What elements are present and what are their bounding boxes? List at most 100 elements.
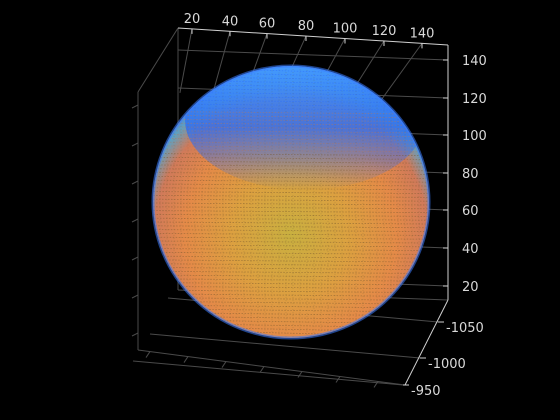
sphere-point-row	[208, 92, 374, 96]
sphere-point-row	[163, 149, 419, 153]
x-tick-label: 60	[259, 17, 276, 32]
sphere-point-row	[168, 263, 414, 267]
x-tick-label: 80	[298, 19, 315, 34]
floor-tick-mark	[297, 371, 303, 378]
sphere-point-row	[178, 122, 404, 126]
sphere-point-row	[153, 195, 429, 198]
sphere-latitude-lines	[153, 66, 429, 338]
y-grid-line	[149, 333, 421, 359]
sphere-point-row	[166, 259, 416, 263]
sphere-point-row	[167, 141, 415, 145]
x-tick-label: 140	[410, 26, 435, 41]
x-tick-label: 120	[372, 24, 397, 39]
sphere-point-row	[186, 290, 396, 293]
floor-tick-mark	[373, 381, 379, 388]
x-grid-line	[179, 28, 193, 93]
sphere-point-row	[153, 187, 429, 191]
sphere-point-row	[155, 229, 427, 232]
x-axis-line-top	[177, 27, 449, 46]
sphere-point-row	[153, 202, 429, 206]
sphere-point-row	[158, 240, 424, 244]
sphere-point-row	[153, 206, 429, 210]
side-tick-mark	[131, 218, 139, 223]
sphere-point-row	[193, 297, 389, 301]
z-tick-label: 120	[462, 92, 487, 107]
sphere-point-cloud	[151, 64, 431, 340]
sphere-point-row	[158, 164, 424, 168]
sphere-point-row	[197, 301, 385, 305]
sphere-point-row	[175, 126, 407, 130]
sphere-point-row	[182, 286, 400, 289]
x-tick-label: 100	[333, 22, 358, 37]
sphere-point-row	[154, 183, 428, 187]
sphere-point-row	[181, 119, 401, 122]
sphere-point-row	[172, 271, 410, 274]
sphere-point-row	[211, 312, 371, 316]
floor-tick-mark	[259, 366, 265, 373]
x-tick-labels: 20 40 60 80 100 120 140	[184, 12, 435, 49]
side-top-edge	[137, 27, 179, 93]
sphere-point-row	[195, 103, 387, 107]
floor-tick-mark	[145, 351, 151, 358]
side-tick-mark	[131, 142, 139, 147]
sphere-point-row	[257, 69, 325, 73]
sphere-point-row	[154, 179, 428, 183]
sphere-point-row	[159, 160, 423, 164]
z-tick-label: 140	[462, 54, 487, 69]
sphere-rim	[151, 64, 431, 340]
sphere-point-row	[191, 107, 391, 111]
z-grid-line	[177, 49, 449, 61]
x-grid-line	[375, 43, 423, 108]
sphere-point-row	[184, 115, 398, 118]
sphere-point-row	[240, 328, 342, 331]
x-tick-label: 40	[222, 14, 239, 29]
sphere-point-row	[160, 157, 422, 160]
x-grid-line	[211, 31, 231, 96]
sphere-point-row	[227, 81, 355, 84]
z-tick-label: 100	[462, 129, 487, 144]
z-tick-label: 40	[462, 242, 479, 257]
x-tick-label: 20	[184, 12, 201, 27]
sphere-point-row	[235, 77, 347, 80]
sphere-point-row	[171, 134, 411, 137]
sphere-point-row	[162, 252, 420, 255]
floor-front-edge	[137, 349, 406, 386]
sphere-point-row	[157, 236, 425, 240]
sphere-point-row	[189, 293, 393, 297]
sphere-point-row	[161, 248, 421, 251]
sphere-point-row	[153, 217, 429, 221]
sphere-point-row	[187, 111, 395, 115]
y-grid-line	[132, 360, 404, 386]
sphere-point-row	[155, 225, 427, 229]
sphere-point-row	[223, 320, 359, 324]
sphere-point-row	[199, 100, 383, 103]
y-tick-label: -950	[411, 384, 441, 399]
y-tick-labels: -1050 -1000 -950	[403, 321, 484, 399]
y-tick-label: -1050	[446, 321, 484, 336]
z-tick-labels: 20 40 60 80 100 120 140	[443, 54, 487, 295]
side-tick-mark	[131, 180, 139, 185]
sphere-point-row	[173, 130, 409, 134]
y-axis-line	[404, 299, 449, 386]
sphere-point-row	[244, 73, 338, 77]
sphere-point-row	[220, 84, 362, 88]
z-tick-label: 60	[462, 204, 479, 219]
sphere-point-row	[153, 191, 429, 194]
side-tick-mark	[131, 256, 139, 261]
sphere-point-row	[153, 210, 429, 213]
sphere-point-row	[164, 255, 418, 259]
z-tick-label: 80	[462, 167, 479, 182]
z-tick-label: 20	[462, 280, 479, 295]
side-tick-mark	[131, 104, 139, 109]
sphere-point-row	[251, 331, 331, 335]
floor-tick-mark	[335, 376, 341, 383]
sphere-point-row	[231, 324, 351, 327]
sphere-point-row	[153, 214, 429, 217]
sphere-point-row	[170, 267, 412, 270]
side-tick-mark	[131, 332, 139, 337]
sphere-point-row	[162, 153, 420, 156]
sphere-point-row	[177, 278, 405, 282]
sphere-point-row	[154, 221, 428, 225]
y-tick-label: -1000	[428, 357, 466, 372]
